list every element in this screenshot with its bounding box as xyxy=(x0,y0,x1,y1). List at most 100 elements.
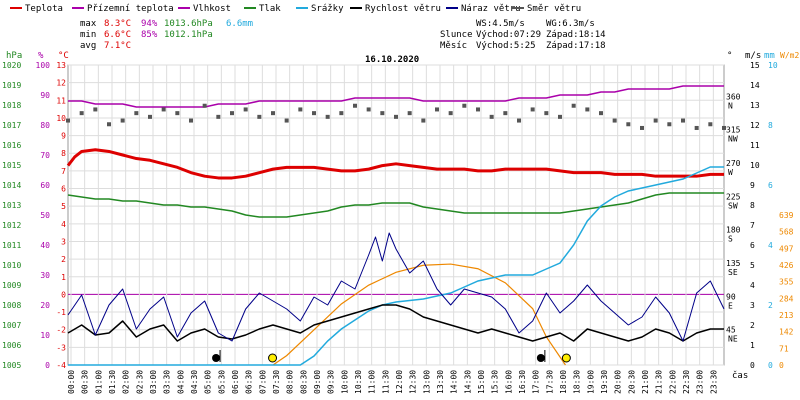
tick-humidity: 80 xyxy=(40,121,50,130)
tick-pressure: 1011 xyxy=(2,241,21,250)
stats-min-humidity: 85% xyxy=(141,30,158,40)
wind-direction-point xyxy=(161,107,166,112)
legend-label-rain: Srážky xyxy=(311,4,344,14)
tick-time: 13:00 xyxy=(422,370,431,394)
wind-direction-point xyxy=(216,114,221,119)
wind-direction-point xyxy=(230,111,234,116)
tick-time: 18:30 xyxy=(573,370,582,394)
wind-direction-point xyxy=(189,118,193,123)
wind-direction-point xyxy=(681,118,685,123)
wind-direction-point xyxy=(544,111,549,116)
tick-direction-label: SW xyxy=(728,201,738,210)
tick-direction-label: W xyxy=(728,168,733,177)
tick-direction-deg: 135 xyxy=(726,259,741,268)
stats-min-temp: 6.6°C xyxy=(104,30,131,40)
axis-unit-wm2: W/m2 xyxy=(780,51,799,60)
tick-time: 00:00 xyxy=(67,370,76,394)
tick-time: 14:30 xyxy=(463,370,472,394)
axis-unit-pct: % xyxy=(38,51,44,61)
tick-time: 15:00 xyxy=(477,370,486,394)
tick-time: 10:00 xyxy=(340,370,349,394)
tick-time: 09:00 xyxy=(313,370,322,394)
tick-pressure: 1020 xyxy=(2,61,21,70)
tick-time: 06:00 xyxy=(231,370,240,394)
tick-wind: 12 xyxy=(750,121,760,130)
wind-direction-point xyxy=(667,122,672,127)
tick-wind: 10 xyxy=(750,161,760,170)
tick-wind: 5 xyxy=(750,261,755,270)
tick-time: 08:00 xyxy=(286,370,295,394)
tick-direction-deg: 315 xyxy=(726,126,741,135)
tick-humidity: 20 xyxy=(40,301,50,310)
legend-label-gust: Náraz větru xyxy=(461,4,521,14)
tick-time: 06:30 xyxy=(245,370,254,394)
wind-direction-point xyxy=(694,125,699,130)
tick-direction-deg: 360 xyxy=(726,92,741,101)
wind-direction-point xyxy=(476,107,480,112)
wind-direction-point xyxy=(66,118,70,123)
sunrise-info: Východ:07:29 xyxy=(476,30,541,40)
legend: Teplota Přízemní teplota Vlhkost Tlak Sr… xyxy=(10,4,581,14)
wind-direction-point xyxy=(284,118,289,123)
wind-direction-point xyxy=(271,111,275,116)
tick-time: 23:30 xyxy=(709,370,718,394)
tick-temp: 8 xyxy=(61,149,66,158)
wind-direction-point xyxy=(243,107,248,112)
tick-time: 10:30 xyxy=(354,370,363,394)
series-náraz-větru xyxy=(67,232,725,342)
tick-time: 02:30 xyxy=(135,370,144,394)
wind-direction-point xyxy=(298,107,303,112)
wind-direction-point xyxy=(612,118,617,123)
wind-direction-point xyxy=(134,111,139,116)
tick-pressure: 1007 xyxy=(2,321,21,330)
tick-time: 11:00 xyxy=(368,370,377,394)
tick-rain: 4 xyxy=(768,241,773,250)
tick-temp: 11 xyxy=(56,96,66,105)
tick-temp: 1 xyxy=(61,273,66,282)
axis-unit-ms: m/s xyxy=(745,51,761,61)
tick-time: 13:30 xyxy=(436,370,445,394)
tick-temp: 9 xyxy=(61,132,66,141)
tick-temp: 4 xyxy=(61,220,66,229)
stats-max-pressure: 1013.6hPa xyxy=(164,19,213,29)
legend-label-humidity: Vlhkost xyxy=(193,4,231,14)
tick-time: 03:00 xyxy=(149,370,158,394)
axis-unit-degc: °C xyxy=(58,51,69,61)
tick-solar: 355 xyxy=(779,278,794,287)
tick-pressure: 1017 xyxy=(2,121,21,130)
wind-direction-point xyxy=(722,125,726,130)
wind-direction-point xyxy=(462,103,467,108)
wind-direction-point xyxy=(435,107,439,112)
tick-temp: 2 xyxy=(61,255,66,264)
tick-temp: 7 xyxy=(61,167,66,176)
series-srážky xyxy=(68,166,724,366)
tick-time: 22:00 xyxy=(668,370,677,394)
tick-pressure: 1019 xyxy=(2,81,21,90)
wind-direction-point xyxy=(175,111,180,116)
tick-temp: 13 xyxy=(56,61,66,70)
tick-wind: 3 xyxy=(750,301,755,310)
series-layer xyxy=(66,85,726,366)
tick-time: 01:30 xyxy=(108,370,117,394)
wind-direction-point xyxy=(558,114,562,119)
tick-temp: -1 xyxy=(56,308,66,317)
tick-time: 08:30 xyxy=(299,370,308,394)
tick-direction-deg: 90 xyxy=(726,292,736,301)
tick-time: 20:00 xyxy=(614,370,623,394)
tick-temp: 3 xyxy=(61,237,66,246)
stats-max-temp: 8.3°C xyxy=(104,19,131,29)
tick-direction-label: NE xyxy=(728,335,738,344)
wind-direction-point xyxy=(380,111,385,116)
tick-humidity: 0 xyxy=(45,361,50,370)
tick-pressure: 1014 xyxy=(2,181,21,190)
tick-time: 16:00 xyxy=(504,370,513,394)
wind-direction-point xyxy=(79,111,84,116)
sunset-marker xyxy=(561,353,571,363)
wind-direction-point xyxy=(407,111,412,116)
wind-direction-point xyxy=(257,114,262,119)
tick-direction-label: E xyxy=(728,301,733,310)
tick-time: 18:00 xyxy=(559,370,568,394)
series-rychlost-větru xyxy=(67,304,724,342)
wind-direction-point xyxy=(571,103,576,108)
